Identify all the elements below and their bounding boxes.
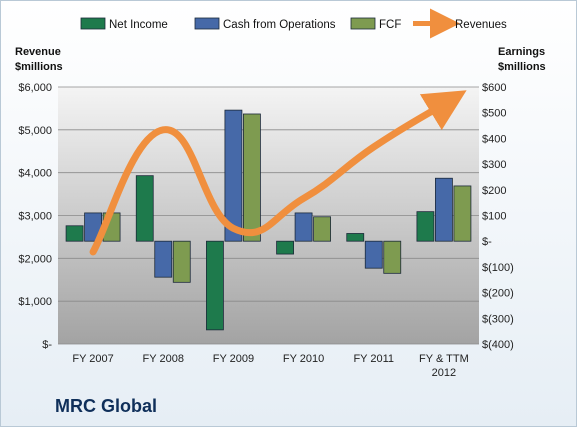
right-tick-label: $300 xyxy=(482,159,506,171)
right-tick-label: $(200) xyxy=(482,288,514,300)
right-tick-label: $200 xyxy=(482,185,506,197)
left-tick-label: $- xyxy=(42,339,52,351)
left-tick-label: $6,000 xyxy=(18,82,52,94)
right-tick-label: $500 xyxy=(482,108,506,120)
left-axis-ticks: $- $1,000 $2,000 $3,000 $4,000 $5,000 $6,000 xyxy=(18,82,52,351)
right-tick-label: $600 xyxy=(482,82,506,94)
left-tick-label: $3,000 xyxy=(18,211,52,223)
right-tick-label: $(100) xyxy=(482,262,514,274)
right-tick-label: $100 xyxy=(482,211,506,223)
bar-cash-from-operations xyxy=(364,240,383,269)
bar-fcf xyxy=(172,240,191,283)
company-label: MRC Global xyxy=(55,396,157,416)
legend-label-revenues: Revenues xyxy=(455,19,507,31)
bar-net-income xyxy=(65,225,84,242)
left-tick-label: $4,000 xyxy=(18,168,52,180)
legend-swatch-net-income xyxy=(80,17,106,30)
right-tick-label: $- xyxy=(482,236,492,248)
revenue-line-layer xyxy=(89,90,467,256)
bar-fcf xyxy=(313,216,331,242)
legend-swatch-fcf xyxy=(350,17,376,30)
x-tick-label: FY 2007 xyxy=(72,353,113,365)
revenue-line xyxy=(89,90,467,256)
right-tick-label: $(400) xyxy=(482,339,514,351)
bar-cash-from-operations xyxy=(154,240,173,278)
legend-label-net-income: Net Income xyxy=(109,19,168,31)
left-tick-label: $1,000 xyxy=(18,296,52,308)
bar-net-income xyxy=(416,211,435,242)
x-tick-label: FY 2010 xyxy=(283,353,324,365)
x-tick-label: FY 2011 xyxy=(353,353,394,365)
left-axis-title: $millions xyxy=(15,61,63,73)
x-tick-label: FY & TTM 2012 xyxy=(419,353,469,379)
legend-label-fcf: FCF xyxy=(379,19,401,31)
bar-net-income xyxy=(276,240,294,255)
axis-titles: Revenue $millions Earnings $millions xyxy=(15,46,546,73)
right-axis-title: Earnings xyxy=(498,46,545,58)
bar-net-income xyxy=(206,240,224,331)
bar-fcf xyxy=(383,240,402,274)
bar-cash-from-operations xyxy=(435,177,453,242)
x-axis-ticks: FY 2007 FY 2008 FY 2009 FY 2010 FY 2011 FY & … xyxy=(72,353,468,379)
bar-cash-from-operations xyxy=(294,212,313,242)
left-tick-label: $5,000 xyxy=(18,125,52,137)
x-tick-label: FY 2009 xyxy=(213,353,254,365)
legend-label-cash-from-operations: Cash from Operations xyxy=(223,19,336,31)
right-tick-label: $400 xyxy=(482,133,506,145)
bar-net-income xyxy=(135,175,154,242)
left-tick-label: $2,000 xyxy=(18,253,52,265)
legend: Net Income Cash from Operations FCF Revenue… xyxy=(80,8,507,39)
x-tick-label: FY 2008 xyxy=(143,353,184,365)
bar-net-income xyxy=(346,233,365,242)
gridlines xyxy=(58,86,479,345)
right-axis-title: $millions xyxy=(498,61,546,73)
bar-fcf xyxy=(453,185,472,242)
right-tick-label: $(300) xyxy=(482,313,514,325)
bar-fcf xyxy=(243,113,261,242)
right-axis-ticks: $(400) $(300) $(200) $(100) $- $100 $200 $300 $4… xyxy=(482,82,514,351)
legend-swatch-cash-from-operations xyxy=(194,17,220,30)
bar-cash-from-operations xyxy=(224,109,243,242)
bar-layer xyxy=(65,109,472,331)
left-axis-title: Revenue xyxy=(15,46,61,58)
